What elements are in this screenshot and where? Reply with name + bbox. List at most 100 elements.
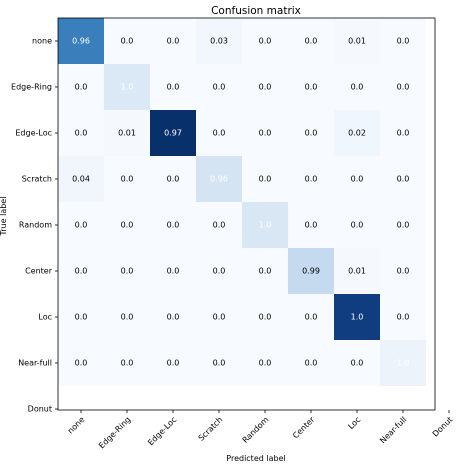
heatmap-cell [242, 202, 288, 248]
heatmap-cell [196, 294, 242, 340]
cell-value-label: 0.0 [397, 175, 410, 184]
cell-value-label: 1.0 [397, 359, 410, 368]
cell-value-label: 0.0 [259, 313, 272, 322]
cell-value-label: 0.0 [75, 83, 88, 92]
cell-value-label: 0.0 [397, 221, 410, 230]
heatmap-cell [58, 248, 104, 294]
heatmap-cell [380, 18, 426, 64]
heatmap-cell [196, 340, 242, 386]
heatmap-cell [196, 248, 242, 294]
heatmap-cell [288, 202, 334, 248]
heatmap-cell [104, 110, 150, 156]
heatmap-cell [196, 202, 242, 248]
y-tick-label: Edge-Ring [11, 83, 52, 92]
cell-value-label: 0.0 [213, 83, 226, 92]
cell-value-label: 0.0 [259, 175, 272, 184]
heatmap-cell [334, 294, 380, 340]
cell-value-label: 0.0 [305, 221, 318, 230]
heatmap-cell [150, 248, 196, 294]
heatmap-cell [334, 64, 380, 110]
cell-value-label: 0.0 [75, 221, 88, 230]
cell-value-label: 0.96 [210, 175, 228, 184]
heatmap-cell [288, 64, 334, 110]
heatmap-cell [104, 294, 150, 340]
cell-value-label: 0.0 [121, 37, 134, 46]
cell-value-label: 0.0 [397, 313, 410, 322]
heatmap-cell [150, 294, 196, 340]
cell-value-label: 0.0 [259, 37, 272, 46]
x-tick-label: Edge-Loc [146, 415, 178, 447]
cell-value-label: 0.0 [305, 37, 318, 46]
cell-value-label: 0.0 [75, 129, 88, 138]
cell-value-label: 0.0 [305, 83, 318, 92]
y-tick-label: Scratch [22, 175, 52, 184]
y-axis-label: True label [0, 197, 8, 237]
cell-value-label: 0.0 [167, 313, 180, 322]
cell-value-label: 0.0 [305, 129, 318, 138]
cell-value-label: 0.0 [167, 37, 180, 46]
cell-value-label: 0.0 [305, 359, 318, 368]
cell-value-label: 0.0 [213, 359, 226, 368]
cell-value-label: 0.0 [351, 175, 364, 184]
cell-value-label: 0.0 [397, 267, 410, 276]
cell-value-label: 0.02 [348, 129, 366, 138]
cell-value-label: 0.0 [305, 175, 318, 184]
heatmap-cell [380, 64, 426, 110]
cell-value-label: 1.0 [121, 83, 134, 92]
heatmap-cell [58, 18, 104, 64]
cell-value-label: 0.01 [348, 37, 366, 46]
y-tick-label: Edge-Loc [15, 129, 52, 138]
cell-value-label: 0.96 [72, 37, 90, 46]
heatmap-cell [104, 18, 150, 64]
cell-value-label: 0.03 [210, 37, 228, 46]
heatmap-cell [150, 64, 196, 110]
heatmap-cell [150, 202, 196, 248]
heatmap-cell [380, 202, 426, 248]
cell-value-label: 0.04 [72, 175, 90, 184]
plot-frame [57, 17, 436, 411]
heatmap-cell [150, 156, 196, 202]
heatmap-cell [150, 110, 196, 156]
x-tick-label: Donut [431, 415, 455, 439]
y-tick-label: Center [25, 267, 53, 276]
heatmap-cell [58, 340, 104, 386]
y-tick-label: Near-full [18, 359, 52, 368]
heatmap-cell [380, 340, 426, 386]
y-tick-label: Loc [38, 313, 52, 322]
cell-value-label: 0.0 [397, 129, 410, 138]
heatmap-cell [104, 156, 150, 202]
cell-value-label: 0.0 [259, 129, 272, 138]
heatmap-cell [334, 18, 380, 64]
heatmap-cell [380, 156, 426, 202]
cell-value-label: 0.0 [213, 129, 226, 138]
x-tick-label: Scratch [197, 415, 225, 443]
heatmap-cell [380, 248, 426, 294]
cell-value-label: 0.0 [75, 313, 88, 322]
heatmap-cell [334, 248, 380, 294]
heatmap-cell [334, 156, 380, 202]
cell-value-label: 0.0 [351, 83, 364, 92]
heatmap-cell [196, 64, 242, 110]
heatmap-cell [150, 18, 196, 64]
heatmap-cell [242, 18, 288, 64]
heatmap-cell [58, 156, 104, 202]
cell-value-label: 0.0 [75, 359, 88, 368]
cell-value-label: 0.0 [259, 359, 272, 368]
cell-value-label: 0.0 [167, 221, 180, 230]
cell-value-label: 0.0 [213, 221, 226, 230]
heatmap-cell [104, 248, 150, 294]
heatmap-cell [288, 294, 334, 340]
cell-value-label: 0.0 [121, 313, 134, 322]
heatmap-cell [288, 156, 334, 202]
cell-value-label: 0.0 [397, 37, 410, 46]
x-tick-label: Near-full [378, 415, 408, 445]
heatmap-cell [196, 18, 242, 64]
cell-value-label: 0.0 [167, 359, 180, 368]
cell-value-label: 0.0 [167, 83, 180, 92]
x-tick-label: Random [241, 415, 271, 445]
heatmap-cell [58, 202, 104, 248]
y-tick-label: Random [19, 221, 52, 230]
heatmap-cells: 0.96 0.0 0.0 0.03 0.0 0.0 0.01 0.0 0.0 1.0 0.0 0.0 0… [58, 18, 426, 386]
heatmap-cell [242, 340, 288, 386]
